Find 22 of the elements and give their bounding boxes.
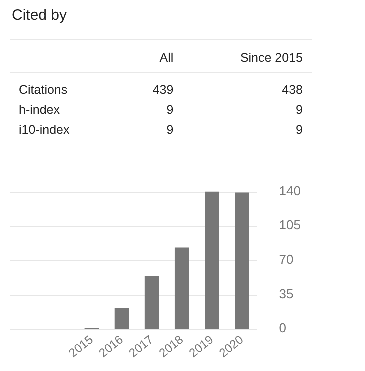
data-label: 9 — [295, 102, 304, 119]
bar — [174, 248, 190, 330]
bar — [205, 192, 220, 330]
text: Since 2015 — [239, 50, 304, 67]
text: Cited by — [12, 7, 68, 24]
data-label: 439 — [152, 82, 175, 99]
bar — [114, 308, 130, 330]
category-label: h-index — [18, 102, 61, 119]
data-label: 9 — [295, 122, 304, 139]
data-label: 438 — [281, 82, 304, 99]
data-label: 9 — [166, 122, 175, 139]
bar — [144, 276, 160, 330]
data-label: 9 — [166, 102, 175, 119]
y-tick-label: 140 — [279, 183, 302, 198]
bar — [235, 192, 250, 330]
text: All — [158, 50, 175, 67]
y-tick-label: 105 — [279, 218, 302, 233]
category-label: i10-index — [18, 122, 71, 139]
y-tick-label: 70 — [279, 252, 294, 268]
y-tick-label: 35 — [279, 286, 294, 302]
y-tick-label: 0 — [279, 320, 287, 336]
category-label: Citations — [18, 82, 69, 99]
